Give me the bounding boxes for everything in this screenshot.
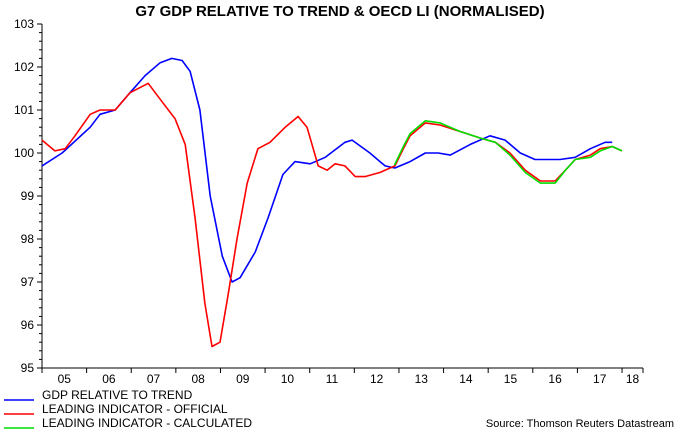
y-tick-label: 99 <box>21 189 35 203</box>
series-lines <box>41 57 623 348</box>
x-tick-label: 11 <box>326 372 339 386</box>
x-tick-label: 07 <box>147 372 161 386</box>
x-tick-label: 05 <box>58 372 72 386</box>
x-tick-label: 16 <box>548 372 562 386</box>
x-tick-label: 06 <box>102 372 116 386</box>
axes: 95 96 97 98 99 100 101 102 103 05 06 07 08 09 10 11 12 13… <box>14 17 644 386</box>
y-tick-label: 103 <box>14 17 34 31</box>
x-tick-label: 09 <box>236 372 250 386</box>
source-note: Source: Thomson Reuters Datastream <box>486 418 674 430</box>
x-tick-label: 10 <box>281 372 295 386</box>
legend-label: LEADING INDICATOR - OFFICIAL <box>42 402 228 416</box>
x-tick-label: 15 <box>504 372 518 386</box>
x-tick-label: 13 <box>415 372 429 386</box>
x-tick-label: 17 <box>593 372 607 386</box>
y-tick-label: 98 <box>21 232 35 246</box>
y-tick-label: 97 <box>21 275 35 289</box>
x-tick-label: 14 <box>459 372 473 386</box>
chart-title: G7 GDP RELATIVE TO TREND & OECD LI (NORM… <box>135 3 544 20</box>
y-tick-label: 95 <box>21 361 35 375</box>
x-tick-label: 18 <box>626 372 640 386</box>
y-tick-label: 102 <box>14 60 34 74</box>
legend-label: GDP RELATIVE TO TREND <box>42 388 193 402</box>
series-line-1 <box>41 82 623 348</box>
series-line-0 <box>41 57 613 283</box>
legend-label: LEADING INDICATOR - CALCULATED <box>42 416 252 430</box>
y-tick-label: 101 <box>14 103 34 117</box>
series-line-2 <box>393 120 623 184</box>
x-tick-label: 12 <box>370 372 384 386</box>
y-tick-label: 100 <box>14 146 34 160</box>
y-tick-label: 96 <box>21 318 35 332</box>
x-tick-label: 08 <box>191 372 205 386</box>
